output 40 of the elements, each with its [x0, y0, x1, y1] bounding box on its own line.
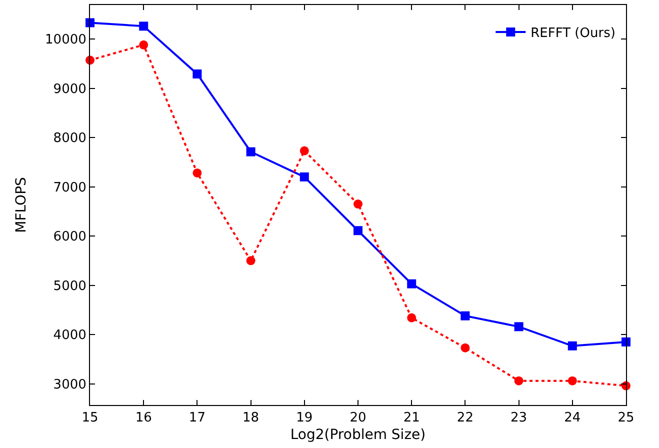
x-axis-title: Log2(Problem Size) [290, 426, 426, 443]
y-tick-label: 6000 [53, 230, 86, 245]
point [246, 256, 256, 266]
point [568, 376, 577, 386]
x-tick-label: 23 [510, 410, 528, 426]
point [246, 147, 256, 156]
x-tick-label: 20 [350, 410, 366, 426]
point [139, 22, 148, 31]
x-tick-label: 18 [242, 410, 260, 426]
y-tick-label: 9000 [53, 82, 86, 97]
x-tick-label: 19 [296, 410, 313, 426]
x-tick-label: 16 [135, 410, 152, 426]
point [514, 376, 524, 386]
point [139, 40, 148, 50]
x-tick-label: 17 [188, 410, 206, 426]
point [514, 322, 524, 332]
y-tick-label: 4000 [53, 328, 86, 344]
x-tick-label: 22 [456, 410, 474, 426]
x-tick-label: 15 [82, 410, 98, 426]
y-tick-label: 5000 [53, 278, 86, 294]
point [407, 279, 416, 288]
point [354, 226, 362, 236]
x-tick-label: 24 [564, 410, 581, 426]
point [460, 311, 470, 320]
legend-label: REFFT (Ours) [530, 26, 616, 42]
point [568, 341, 577, 350]
y-axis-title: MFLOPS [14, 176, 30, 233]
y-tick-label: 10000 [45, 32, 86, 48]
point [300, 172, 309, 182]
x-tick-label: 21 [403, 410, 420, 426]
point [354, 200, 362, 209]
point [300, 146, 309, 156]
point [192, 69, 202, 78]
x-tick-label: 25 [618, 410, 634, 426]
point [407, 313, 416, 322]
point [192, 168, 202, 178]
point [460, 343, 470, 352]
y-tick-label: 3000 [53, 377, 86, 392]
y-tick-label: 8000 [53, 131, 86, 146]
y-tick-label: 7000 [53, 180, 86, 196]
